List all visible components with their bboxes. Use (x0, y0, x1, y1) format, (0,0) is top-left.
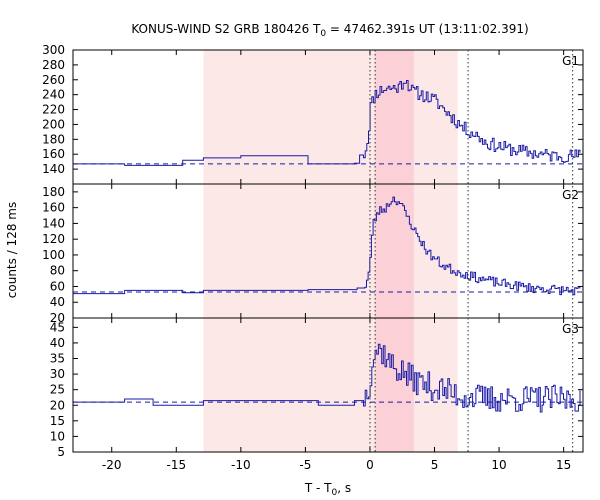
ytick-label-G1-240: 240 (42, 88, 65, 102)
xtick-label-0: 0 (366, 458, 374, 472)
ytick-label-G3-35: 35 (50, 352, 65, 366)
ytick-label-G2-80: 80 (50, 264, 65, 278)
panel-label-G2: G2 (562, 188, 579, 202)
ytick-label-G1-200: 200 (42, 117, 65, 131)
ytick-label-G1-160: 160 (42, 147, 65, 161)
ytick-label-G2-160: 160 (42, 201, 65, 215)
lightcurve-G2 (73, 196, 581, 296)
ytick-label-G1-220: 220 (42, 103, 65, 117)
ytick-label-G2-60: 60 (50, 279, 65, 293)
lightcurve-G3 (73, 343, 581, 413)
panel-frame-G3 (72, 317, 584, 453)
ytick-label-G3-10: 10 (50, 429, 65, 443)
ytick-label-G3-20: 20 (50, 398, 65, 412)
lightcurve-G1 (73, 80, 581, 166)
panel-label-G1: G1 (562, 54, 579, 68)
ytick-label-G3-40: 40 (50, 336, 65, 350)
shaded-region-0 (203, 50, 458, 452)
chart-title: KONUS-WIND S2 GRB 180426 T0 = 47462.391s… (131, 22, 528, 39)
ytick-label-G2-140: 140 (42, 216, 65, 230)
y-axis-label: counts / 128 ms (5, 202, 19, 298)
xtick-label--20: -20 (102, 458, 122, 472)
panel-label-G3: G3 (562, 322, 579, 336)
ytick-label-G1-260: 260 (42, 73, 65, 87)
ytick-label-G2-100: 100 (42, 248, 65, 262)
plot-area: 140160180200220240260280300G120406080100… (42, 43, 584, 472)
ytick-label-G2-120: 120 (42, 232, 65, 246)
ytick-label-G3-25: 25 (50, 383, 65, 397)
ytick-label-G3-30: 30 (50, 367, 65, 381)
xtick-label-5: 5 (431, 458, 439, 472)
ytick-label-G3-5: 5 (57, 445, 65, 459)
xtick-label-15: 15 (556, 458, 571, 472)
ytick-label-G1-280: 280 (42, 58, 65, 72)
ytick-label-G1-180: 180 (42, 132, 65, 146)
xtick-label--15: -15 (166, 458, 186, 472)
ytick-label-G2-20: 20 (50, 311, 65, 325)
xtick-label--10: -10 (231, 458, 251, 472)
xtick-label-10: 10 (491, 458, 506, 472)
ytick-label-G2-180: 180 (42, 185, 65, 199)
ytick-label-G3-45: 45 (50, 320, 65, 334)
ytick-label-G3-15: 15 (50, 414, 65, 428)
ytick-label-G1-140: 140 (42, 162, 65, 176)
ytick-label-G1-300: 300 (42, 43, 65, 57)
xtick-label--5: -5 (299, 458, 311, 472)
shaded-region-1 (375, 50, 414, 452)
x-axis-label: T - T0, s (304, 481, 351, 498)
ytick-label-G2-40: 40 (50, 295, 65, 309)
